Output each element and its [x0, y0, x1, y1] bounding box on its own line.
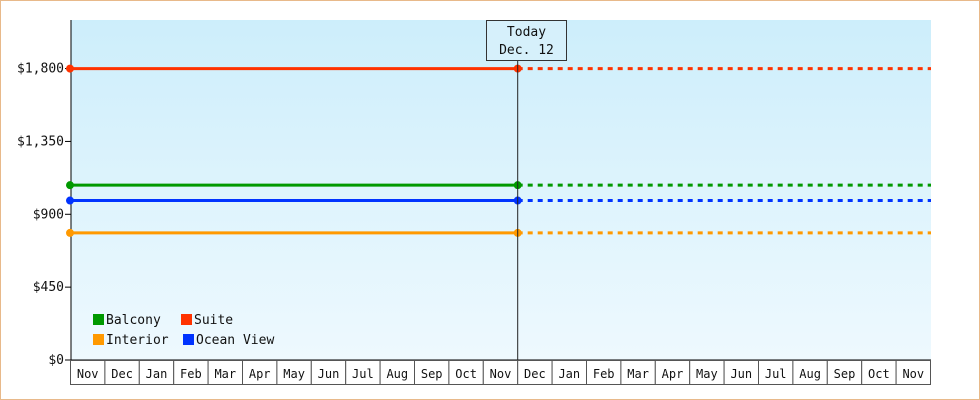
legend-swatch [93, 334, 104, 345]
x-tick-label: Apr [249, 367, 271, 381]
x-tick-cell [70, 360, 106, 385]
x-tick-cell [173, 360, 209, 385]
plot-area [71, 20, 931, 360]
y-tick-label: $1,800 [17, 62, 64, 77]
x-tick-cell [138, 360, 175, 385]
series-point [66, 196, 74, 205]
today-marker: Today Dec. 12 [486, 20, 567, 360]
legend-swatch [93, 314, 104, 325]
x-tick-label: May [696, 367, 718, 381]
x-tick-label: Feb [593, 367, 615, 381]
series-point [66, 228, 74, 237]
x-tick-label: Nov [77, 367, 99, 381]
x-tick-label: Jun [318, 367, 340, 381]
y-tick-label: $0 [48, 353, 64, 368]
x-tick-cell [448, 360, 484, 385]
today-label: Today [507, 25, 546, 40]
x-tick-cell [792, 360, 828, 385]
today-callout-box [486, 20, 567, 61]
legend-swatch [183, 334, 194, 345]
x-tick-label: Mar [627, 367, 649, 381]
x-tick-cell [104, 360, 140, 385]
x-tick-label: Sep [834, 367, 856, 381]
x-tick-label: Aug [386, 367, 408, 381]
x-tick-label: Aug [799, 367, 821, 381]
x-tick-cell [207, 360, 244, 385]
x-tick-label: Dec [111, 367, 133, 381]
series-layer [66, 64, 931, 237]
y-axis: $0 $450 $900 $1,350 $1,800 [17, 20, 72, 368]
x-tick-label: Feb [180, 367, 202, 381]
x-tick-label: Jan [146, 367, 168, 381]
x-axis: Nov Dec Jan Feb Mar Apr May Jun Jul Aug Sep Oct Nov D… [70, 359, 931, 385]
y-tick-label: $900 [33, 207, 64, 222]
x-tick-label: Apr [662, 367, 684, 381]
legend: Balcony Suite Interior Ocean View [93, 313, 274, 348]
x-tick-label: Mar [214, 367, 236, 381]
today-date: Dec. 12 [499, 43, 554, 58]
x-tick-cell [723, 360, 759, 385]
x-tick-label: Sep [421, 367, 443, 381]
x-tick-label: Nov [490, 367, 512, 381]
x-tick-label: Oct [868, 367, 890, 381]
x-tick-label: Jul [352, 367, 374, 381]
x-tick-cell [654, 360, 691, 385]
x-tick-label: Jun [730, 367, 752, 381]
legend-label: Balcony [106, 313, 161, 328]
x-tick-label: Oct [455, 367, 477, 381]
x-tick-cell [310, 360, 347, 385]
x-tick-label: Nov [902, 367, 924, 381]
series-point [66, 64, 74, 73]
x-tick-cell [482, 360, 519, 385]
legend-swatch [181, 314, 192, 325]
x-tick-cell [826, 360, 863, 385]
legend-label: Ocean View [196, 333, 274, 348]
x-tick-cell [861, 360, 897, 385]
x-tick-label: Jan [558, 367, 580, 381]
x-tick-label: May [283, 367, 305, 381]
legend-label: Interior [106, 333, 169, 348]
x-tick-cell [758, 360, 794, 385]
x-tick-cell [689, 360, 725, 385]
series-point [66, 181, 74, 190]
y-tick-label: $450 [33, 280, 64, 295]
x-tick-label: Dec [524, 367, 546, 381]
x-tick-cell [551, 360, 587, 385]
x-tick-cell [586, 360, 622, 385]
x-tick-label: Jul [765, 367, 787, 381]
x-tick-cell [379, 360, 416, 385]
y-tick-label: $1,350 [17, 134, 64, 149]
x-tick-cell [895, 360, 931, 385]
legend-label: Suite [194, 313, 233, 328]
